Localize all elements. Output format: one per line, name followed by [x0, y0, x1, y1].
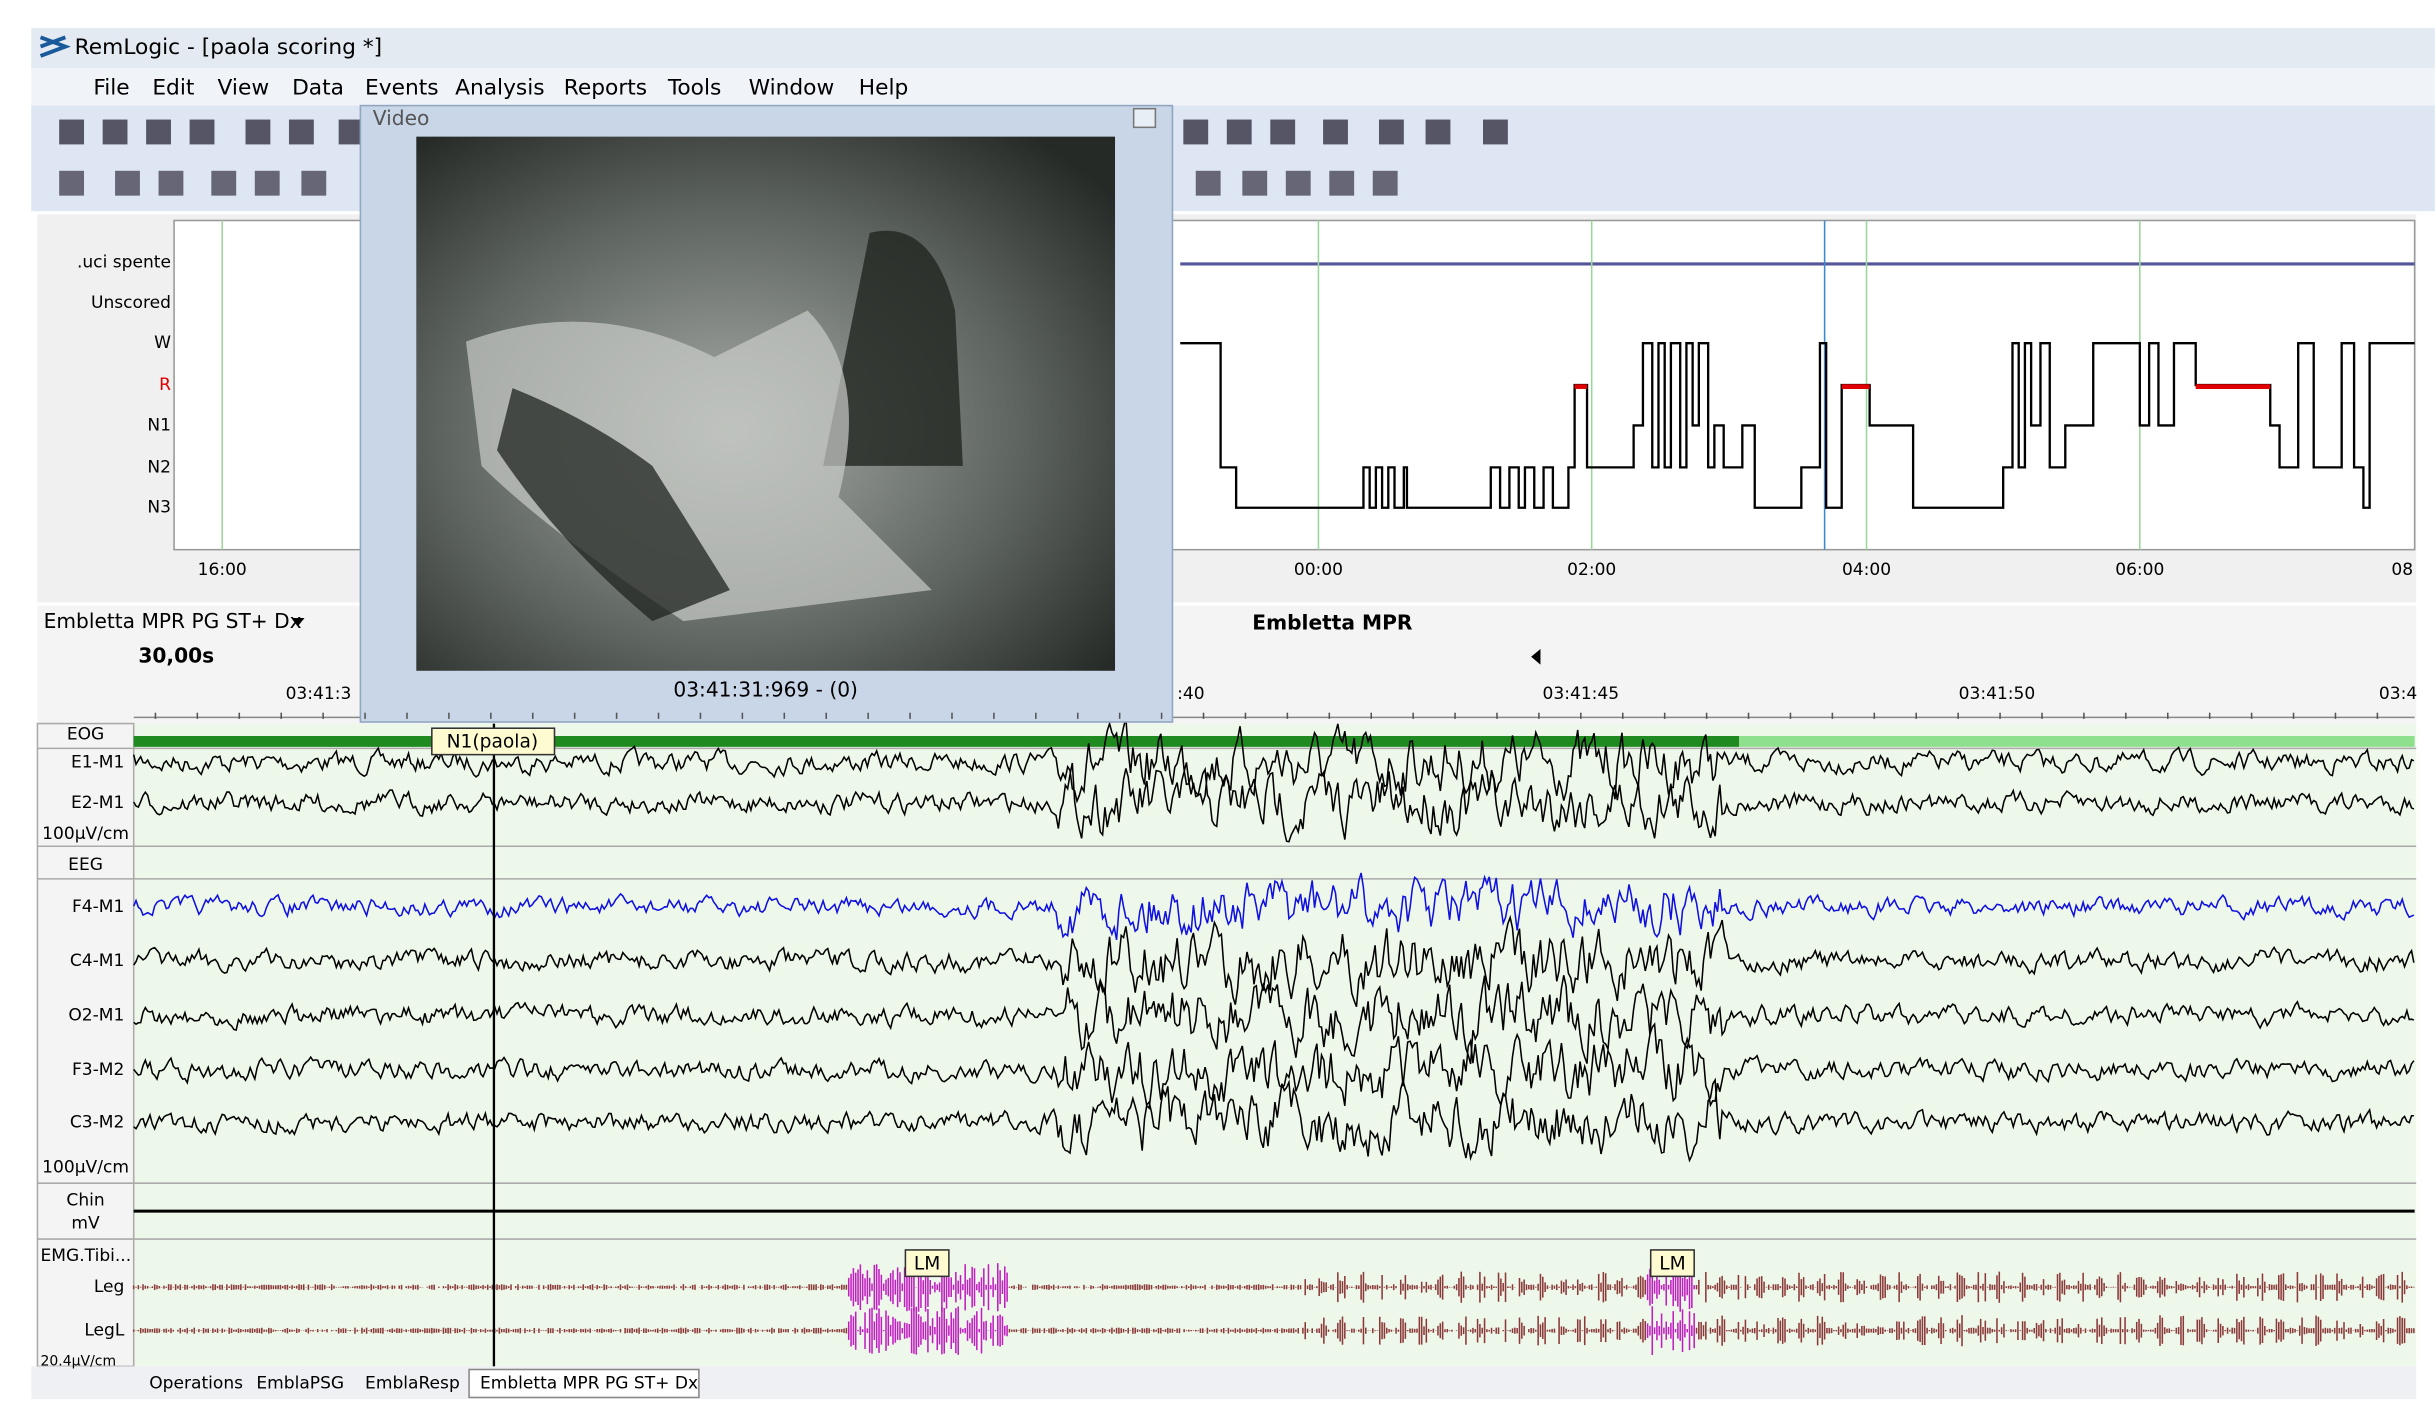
menu-item[interactable]: Tools — [667, 76, 722, 101]
toolbar-button[interactable] — [289, 120, 314, 145]
time-label: 04:00 — [1842, 560, 1891, 580]
tab[interactable]: EmblaResp — [365, 1373, 460, 1393]
toolbar-button[interactable] — [301, 171, 326, 196]
time-label: 03:4 — [2379, 684, 2417, 704]
toolbar-button[interactable] — [1270, 120, 1295, 145]
toolbar-button[interactable] — [59, 171, 84, 196]
group-label: EMG.Tibi... — [41, 1246, 132, 1266]
channel-label: F3-M2 — [72, 1060, 124, 1080]
stage-label: R — [159, 375, 171, 395]
event-label: LM — [914, 1253, 940, 1274]
stage-label: .uci spente — [77, 252, 171, 272]
stage-label: N3 — [147, 498, 171, 518]
toolbar-button[interactable] — [1242, 171, 1267, 196]
toolbar-button[interactable] — [255, 171, 280, 196]
toolbar-button[interactable] — [1426, 120, 1451, 145]
event-label: LM — [1659, 1253, 1685, 1274]
time-label: 03:41:45 — [1543, 684, 1620, 704]
toolbar-button[interactable] — [1483, 120, 1508, 145]
channel-label: C3-M2 — [70, 1113, 125, 1133]
stage-label: Unscored — [91, 293, 171, 313]
scale-label: 100µV/cm — [42, 824, 129, 844]
group-label: EEG — [68, 855, 103, 875]
toolbar-button[interactable] — [1373, 171, 1398, 196]
title-bar — [31, 28, 2435, 68]
video-timestamp: 03:41:31:969 - (0) — [673, 677, 858, 701]
time-label: 00:00 — [1294, 560, 1343, 580]
toolbar-button[interactable] — [245, 120, 270, 145]
channel-labels — [37, 724, 133, 1367]
video-title: Video — [373, 106, 430, 130]
group-label: EOG — [67, 724, 104, 744]
video-close[interactable] — [1134, 109, 1156, 128]
time-label: 03:41:50 — [1959, 684, 2036, 704]
menu-item[interactable]: Data — [292, 76, 344, 101]
toolbar-button[interactable] — [103, 120, 128, 145]
toolbar-button[interactable] — [211, 171, 236, 196]
stage-label: N2 — [147, 457, 171, 477]
channel-label: E1-M1 — [71, 752, 124, 772]
menu-item[interactable]: Events — [365, 76, 439, 101]
channel-label: LegL — [84, 1321, 125, 1341]
time-label: 08 — [2391, 560, 2413, 580]
time-label: 03:41:3 — [286, 684, 352, 704]
epoch-length: 30,00s — [138, 643, 214, 667]
unit-label: mV — [71, 1214, 100, 1234]
menu-item[interactable]: Analysis — [455, 76, 544, 101]
toolbar-button[interactable] — [146, 120, 171, 145]
menu-item[interactable]: Help — [859, 76, 909, 101]
toolbar-button[interactable] — [1183, 120, 1208, 145]
scale-label: 100µV/cm — [42, 1158, 129, 1178]
tab[interactable]: Operations — [149, 1373, 243, 1393]
page: RemLogic - [paola scoring *] File Edit View… — [0, 0, 2435, 1399]
stage-label: W — [154, 333, 171, 353]
channel-label: F4-M1 — [72, 897, 124, 917]
group-label: Chin — [66, 1190, 104, 1210]
time-label: :40 — [1177, 684, 1204, 704]
time-label: 02:00 — [1567, 560, 1616, 580]
time-label: 06:00 — [2115, 560, 2164, 580]
toolbar-button[interactable] — [190, 120, 215, 145]
toolbar-button[interactable] — [115, 171, 140, 196]
menu-item[interactable]: File — [93, 76, 129, 101]
tab[interactable]: Embletta MPR PG ST+ Dx — [480, 1373, 698, 1393]
app-window: RemLogic - [paola scoring *] File Edit View… — [0, 0, 2435, 1399]
toolbar-button[interactable] — [59, 120, 84, 145]
menu-item[interactable]: View — [218, 76, 270, 101]
menu-item[interactable]: Window — [749, 76, 835, 101]
event-label: N1(paola) — [447, 732, 539, 753]
tab[interactable]: EmblaPSG — [256, 1373, 344, 1393]
window-title: RemLogic - [paola scoring *] — [75, 35, 382, 60]
toolbar-button[interactable] — [1329, 171, 1354, 196]
channel-label: O2-M1 — [68, 1005, 124, 1025]
channel-label: Leg — [94, 1277, 125, 1297]
toolbar-button[interactable] — [1286, 171, 1311, 196]
toolbar-button[interactable] — [159, 171, 184, 196]
channel-label: C4-M1 — [70, 951, 125, 971]
toolbar-button[interactable] — [1379, 120, 1404, 145]
menu-item[interactable]: Reports — [564, 76, 647, 101]
channel-label: E2-M1 — [71, 793, 124, 813]
time-label: 16:00 — [198, 560, 247, 580]
toolbar-button[interactable] — [1227, 120, 1252, 145]
toolbar-button[interactable] — [1323, 120, 1348, 145]
montage-title: Embletta MPR — [1252, 611, 1413, 635]
montage-selector[interactable]: Embletta MPR PG ST+ Dx — [44, 609, 302, 633]
menu-item[interactable]: Edit — [152, 76, 194, 101]
toolbar-button[interactable] — [1196, 171, 1221, 196]
stage-label: N1 — [147, 415, 171, 435]
scale-label: 20.4µV/cm — [41, 1354, 117, 1370]
